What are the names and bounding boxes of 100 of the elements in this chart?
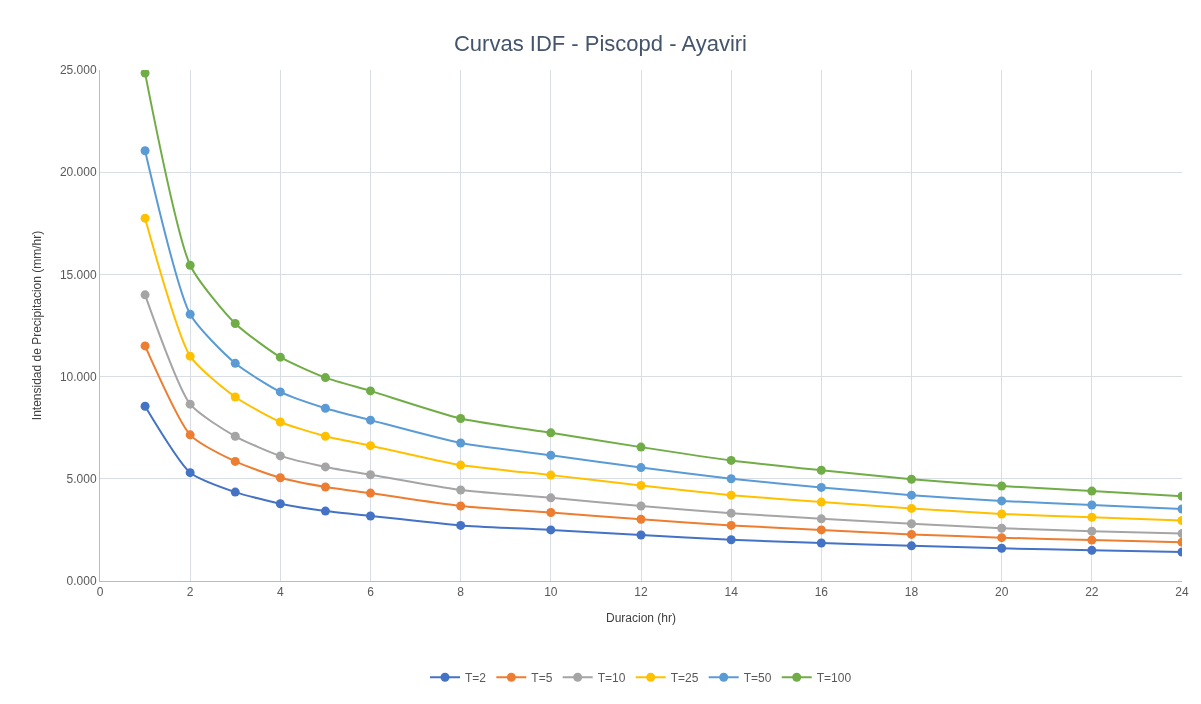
legend-label: T=50	[743, 670, 772, 685]
point	[1087, 526, 1097, 536]
point	[636, 442, 646, 452]
x-tick-label: 0	[96, 585, 104, 600]
point	[636, 530, 646, 540]
point	[230, 487, 240, 497]
point	[185, 260, 195, 270]
point	[140, 401, 150, 411]
point	[320, 506, 330, 516]
x-tick-label: 18	[904, 585, 919, 600]
point	[185, 399, 195, 409]
legend-label: T=25	[670, 670, 699, 685]
legend-label: T=2	[465, 670, 487, 685]
point	[997, 543, 1007, 553]
point	[1087, 500, 1097, 510]
y-axis-title: Intensidad de Precipitacion (mm/hr)	[30, 230, 45, 421]
point	[230, 456, 240, 466]
point	[366, 488, 375, 498]
point	[816, 514, 826, 524]
x-tick-label: 6	[367, 585, 375, 600]
point	[1087, 545, 1097, 555]
point	[456, 501, 466, 511]
point	[726, 455, 736, 465]
chart-title: Curvas IDF - Piscopd - Ayaviri	[453, 30, 748, 56]
point	[366, 386, 375, 396]
point	[320, 462, 330, 472]
point	[726, 535, 736, 545]
point	[320, 431, 330, 441]
point	[636, 463, 646, 473]
point	[636, 514, 646, 524]
point	[140, 146, 150, 156]
point	[275, 473, 285, 483]
x-tick-label: 14	[724, 585, 739, 600]
point	[997, 533, 1007, 543]
y-tick-label: 20.000	[59, 165, 97, 180]
x-tick-label: 2	[186, 585, 194, 600]
y-tick-label: 5.000	[66, 472, 97, 486]
point	[816, 465, 826, 475]
point	[726, 474, 736, 484]
point	[185, 309, 195, 319]
point	[816, 538, 826, 548]
point	[140, 341, 150, 351]
point	[320, 482, 330, 492]
legend-label: T=10	[597, 670, 626, 685]
point	[230, 318, 240, 328]
point	[546, 470, 556, 480]
point	[546, 428, 556, 438]
point	[816, 525, 826, 535]
point	[546, 493, 556, 503]
point	[185, 468, 195, 478]
legend-label: T=100	[816, 670, 852, 685]
point	[456, 485, 466, 495]
point	[456, 438, 466, 448]
point	[726, 508, 736, 518]
x-tick-label: 4	[276, 585, 284, 600]
point	[456, 520, 466, 530]
x-axis-title: Duracion (hr)	[605, 611, 677, 626]
point	[366, 470, 375, 480]
point	[816, 482, 826, 492]
point	[456, 414, 466, 423]
point	[185, 430, 195, 440]
point	[275, 451, 285, 461]
point	[1087, 486, 1097, 496]
point	[636, 481, 646, 491]
x-tick-label: 24	[1175, 585, 1189, 600]
x-tick-label: 22	[1085, 585, 1099, 600]
point	[140, 290, 150, 300]
point	[275, 352, 285, 362]
point	[140, 70, 150, 78]
point	[726, 520, 736, 530]
point	[275, 387, 285, 397]
x-tick-label: 16	[814, 585, 829, 600]
x-tick-label: 8	[457, 585, 465, 600]
point	[1087, 512, 1097, 522]
y-tick-label: 0.000	[66, 574, 97, 589]
point	[907, 541, 916, 551]
point	[546, 508, 556, 518]
x-tick-label: 10	[544, 585, 558, 600]
point	[1087, 535, 1097, 545]
point	[907, 474, 916, 484]
point	[726, 490, 736, 500]
y-tick-label: 25.000	[59, 63, 97, 78]
point	[366, 511, 375, 521]
point	[997, 509, 1007, 519]
point	[997, 481, 1007, 491]
x-tick-label: 20	[994, 585, 1009, 600]
point	[320, 403, 330, 413]
legend-label: T=5	[531, 670, 553, 685]
point	[366, 441, 375, 451]
point	[366, 415, 375, 425]
point	[230, 392, 240, 402]
point	[636, 501, 646, 511]
point	[456, 460, 466, 470]
point	[140, 213, 150, 223]
point	[907, 503, 916, 513]
point	[546, 525, 556, 535]
point	[230, 431, 240, 441]
y-tick-label: 15.000	[59, 267, 97, 282]
x-tick-label: 12	[634, 585, 648, 600]
point	[907, 490, 916, 500]
